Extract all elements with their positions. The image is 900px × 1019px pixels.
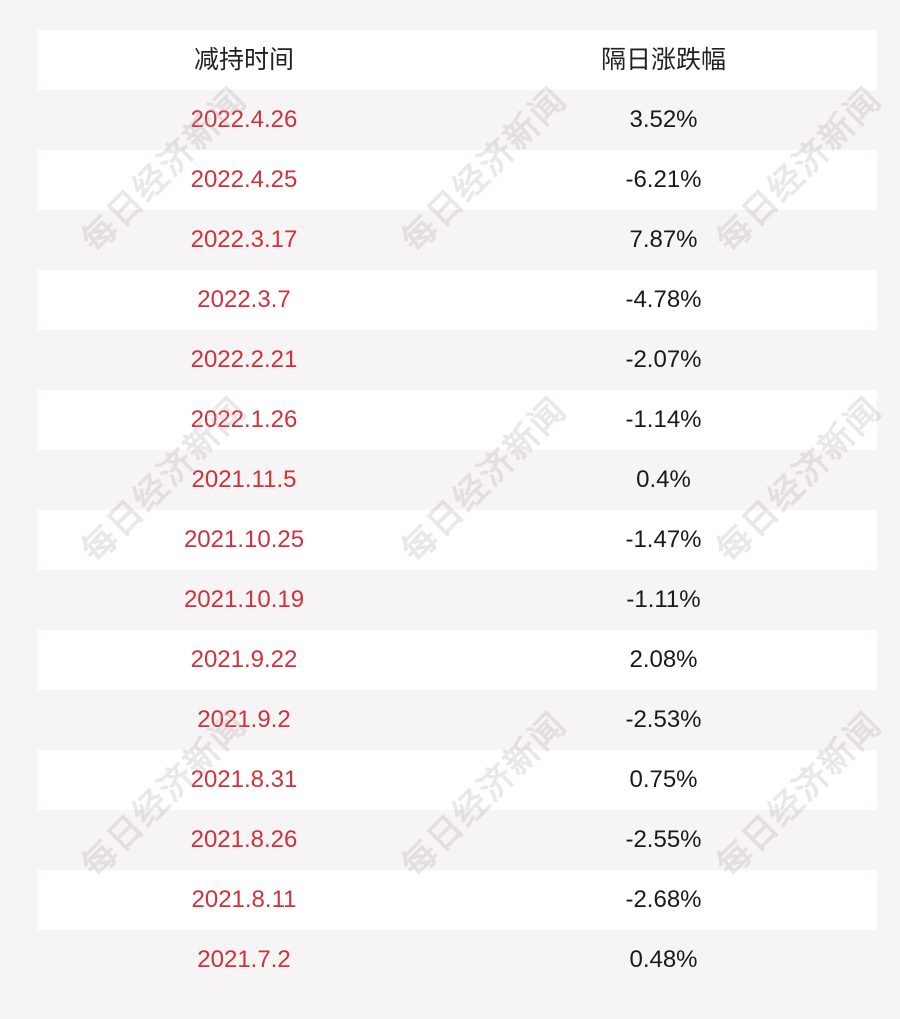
table-row: 2021.7.2 0.48%	[38, 930, 877, 990]
reduction-date: 2021.10.19	[183, 586, 305, 613]
next-day-change: -1.11%	[626, 586, 701, 613]
reduction-date: 2021.10.25	[183, 526, 305, 553]
table-row: 2021.8.11 -2.68%	[38, 870, 877, 930]
next-day-change: 0.75%	[629, 766, 698, 793]
table-row: 2021.9.2 -2.53%	[38, 690, 877, 750]
next-day-change: -6.21%	[625, 166, 702, 193]
table-row: 2022.1.26 -1.14%	[38, 390, 877, 450]
reduction-table: 减持时间 隔日涨跌幅 2022.4.26 3.52% 2022.4.25 -6.21%…	[38, 30, 877, 990]
reduction-date: 2022.3.17	[190, 226, 298, 253]
reduction-date: 2022.2.21	[190, 346, 298, 373]
reduction-date: 2021.8.11	[191, 886, 297, 913]
table-row: 2021.11.5 0.4%	[38, 450, 877, 510]
reduction-date: 2022.4.25	[190, 166, 298, 193]
next-day-change: -2.07%	[625, 346, 702, 373]
table-row: 2021.10.19 -1.11%	[38, 570, 877, 630]
table-row: 2022.2.21 -2.07%	[38, 330, 877, 390]
reduction-date: 2022.4.26	[190, 106, 298, 133]
next-day-change: -2.53%	[625, 706, 702, 733]
table-row: 2021.10.25 -1.47%	[38, 510, 877, 570]
reduction-date: 2021.8.26	[190, 826, 298, 853]
next-day-change: -2.55%	[625, 826, 702, 853]
table-header: 减持时间 隔日涨跌幅	[38, 30, 877, 90]
table-body: 2022.4.26 3.52% 2022.4.25 -6.21% 2022.3.17 7.…	[38, 90, 877, 990]
reduction-date: 2021.9.22	[190, 646, 298, 673]
table-row: 2021.8.26 -2.55%	[38, 810, 877, 870]
reduction-date: 2022.3.7	[197, 286, 291, 313]
table-row: 2021.8.31 0.75%	[38, 750, 877, 810]
next-day-change: -1.47%	[625, 526, 702, 553]
reduction-date: 2021.9.2	[197, 706, 291, 733]
reduction-date: 2021.7.2	[197, 946, 291, 973]
reduction-date: 2021.11.5	[191, 466, 297, 493]
table-row: 2021.9.22 2.08%	[38, 630, 877, 690]
next-day-change: 0.48%	[629, 946, 698, 973]
next-day-change: 3.52%	[629, 106, 698, 133]
next-day-change: 2.08%	[629, 646, 698, 673]
next-day-change: -4.78%	[625, 286, 702, 313]
reduction-date: 2021.8.31	[190, 766, 298, 793]
next-day-change: -2.68%	[625, 886, 702, 913]
reduction-date: 2022.1.26	[190, 406, 298, 433]
table-row: 2022.3.7 -4.78%	[38, 270, 877, 330]
header-reduction-time: 减持时间	[193, 46, 294, 74]
table-row: 2022.4.25 -6.21%	[38, 150, 877, 210]
table-row: 2022.4.26 3.52%	[38, 90, 877, 150]
header-next-day-change: 隔日涨跌幅	[600, 46, 726, 74]
next-day-change: 0.4%	[636, 466, 691, 493]
next-day-change: -1.14%	[625, 406, 702, 433]
table-row: 2022.3.17 7.87%	[38, 210, 877, 270]
next-day-change: 7.87%	[629, 226, 698, 253]
